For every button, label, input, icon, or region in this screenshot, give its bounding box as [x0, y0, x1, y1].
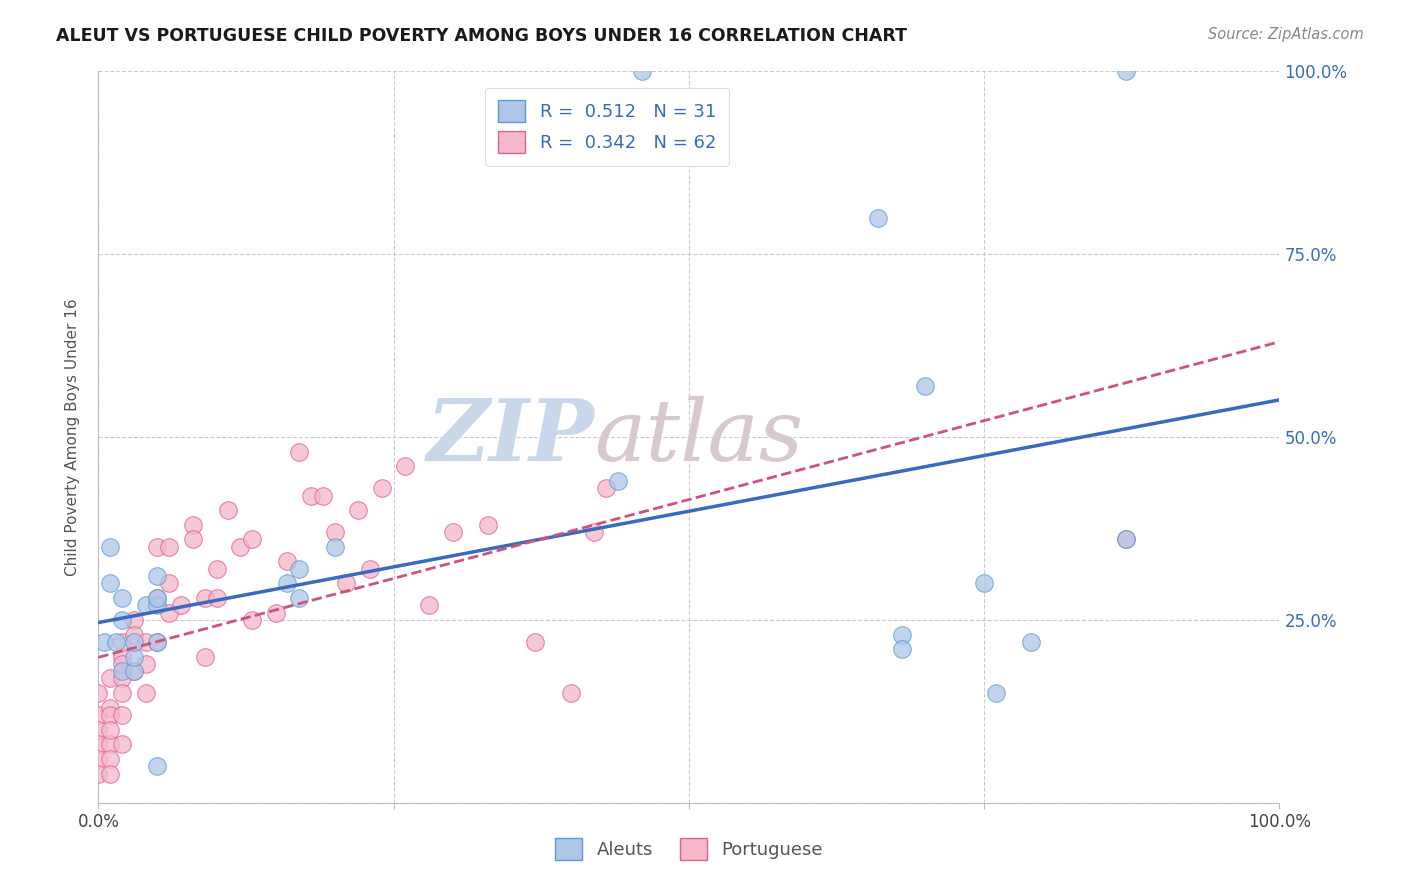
Point: [973, 576, 995, 591]
Point: [111, 649, 134, 664]
Point: [524, 635, 547, 649]
Point: [205, 591, 228, 605]
Point: [240, 533, 263, 547]
Point: [477, 517, 499, 532]
Legend: Aleuts, Portuguese: Aleuts, Portuguese: [548, 830, 830, 867]
Point: [98, 576, 121, 591]
Point: [146, 540, 169, 554]
Point: [146, 591, 169, 605]
Text: Source: ZipAtlas.com: Source: ZipAtlas.com: [1208, 27, 1364, 42]
Text: ALEUT VS PORTUGUESE CHILD POVERTY AMONG BOYS UNDER 16 CORRELATION CHART: ALEUT VS PORTUGUESE CHILD POVERTY AMONG …: [56, 27, 907, 45]
Point: [607, 474, 630, 488]
Point: [98, 708, 121, 723]
Point: [146, 759, 169, 773]
Point: [146, 635, 169, 649]
Point: [181, 517, 204, 532]
Point: [299, 489, 322, 503]
Point: [1115, 64, 1137, 78]
Point: [111, 635, 134, 649]
Point: [122, 635, 145, 649]
Point: [264, 606, 287, 620]
Point: [984, 686, 1007, 700]
Point: [135, 635, 157, 649]
Point: [194, 649, 217, 664]
Point: [866, 211, 889, 225]
Point: [181, 533, 204, 547]
Point: [122, 613, 145, 627]
Text: ZIP: ZIP: [426, 395, 595, 479]
Point: [87, 737, 110, 751]
Point: [890, 642, 912, 657]
Point: [87, 723, 110, 737]
Point: [105, 635, 128, 649]
Point: [1021, 635, 1043, 649]
Point: [98, 672, 121, 686]
Point: [157, 540, 180, 554]
Point: [288, 591, 311, 605]
Point: [122, 649, 145, 664]
Point: [111, 737, 134, 751]
Point: [1115, 533, 1137, 547]
Point: [288, 562, 311, 576]
Point: [87, 708, 110, 723]
Point: [87, 766, 110, 780]
Point: [111, 686, 134, 700]
Point: [229, 540, 252, 554]
Point: [93, 635, 115, 649]
Point: [157, 606, 180, 620]
Point: [135, 599, 157, 613]
Point: [323, 540, 346, 554]
Point: [630, 64, 652, 78]
Point: [122, 627, 145, 641]
Point: [194, 591, 217, 605]
Point: [111, 591, 134, 605]
Point: [111, 664, 134, 678]
Point: [240, 613, 263, 627]
Point: [371, 481, 394, 495]
Point: [359, 562, 381, 576]
Point: [135, 686, 157, 700]
Point: [560, 686, 582, 700]
Point: [146, 599, 169, 613]
Point: [98, 700, 121, 714]
Point: [98, 540, 121, 554]
Point: [98, 723, 121, 737]
Point: [583, 525, 606, 540]
Point: [335, 576, 357, 591]
Point: [87, 752, 110, 766]
Point: [323, 525, 346, 540]
Point: [288, 444, 311, 458]
Point: [111, 613, 134, 627]
Point: [890, 627, 912, 641]
Point: [276, 554, 298, 568]
Point: [122, 664, 145, 678]
Point: [87, 686, 110, 700]
Y-axis label: Child Poverty Among Boys Under 16: Child Poverty Among Boys Under 16: [65, 298, 80, 576]
Point: [914, 379, 936, 393]
Point: [111, 657, 134, 671]
Point: [146, 569, 169, 583]
Text: atlas: atlas: [595, 396, 804, 478]
Point: [146, 635, 169, 649]
Point: [217, 503, 239, 517]
Point: [276, 576, 298, 591]
Point: [441, 525, 464, 540]
Point: [347, 503, 370, 517]
Point: [146, 591, 169, 605]
Point: [135, 657, 157, 671]
Point: [394, 459, 416, 474]
Point: [1115, 533, 1137, 547]
Point: [111, 672, 134, 686]
Point: [157, 576, 180, 591]
Point: [595, 481, 617, 495]
Point: [205, 562, 228, 576]
Point: [312, 489, 335, 503]
Point: [98, 737, 121, 751]
Point: [98, 766, 121, 780]
Point: [111, 708, 134, 723]
Point: [418, 599, 440, 613]
Point: [98, 752, 121, 766]
Point: [122, 664, 145, 678]
Point: [170, 599, 193, 613]
